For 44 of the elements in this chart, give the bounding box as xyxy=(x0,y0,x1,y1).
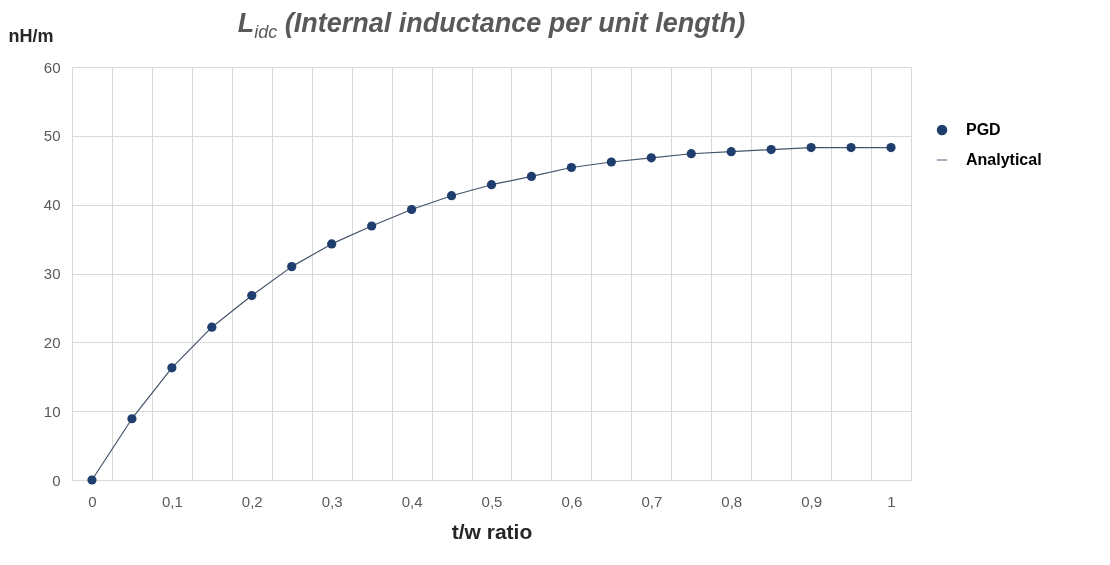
point xyxy=(886,142,896,153)
point xyxy=(646,153,656,163)
point xyxy=(766,145,776,155)
point xyxy=(367,221,377,231)
point xyxy=(606,157,616,167)
point xyxy=(526,171,537,182)
y-tick-label: 0 xyxy=(52,471,61,489)
legend-label: PGD xyxy=(966,121,1001,138)
x-axis-title: t/w ratio xyxy=(451,519,533,543)
y-tick-label: 50 xyxy=(43,127,61,145)
y-axis-title: nH/m xyxy=(8,25,54,46)
point xyxy=(486,180,497,190)
y-tick-label: 10 xyxy=(43,402,61,420)
y-tick-label: 60 xyxy=(43,58,61,76)
x-tick-label: 0,7 xyxy=(641,492,663,510)
x-tick-label: 0,6 xyxy=(561,492,583,510)
point xyxy=(247,290,257,301)
point xyxy=(167,363,177,373)
x-tick-label: 0,5 xyxy=(481,492,503,510)
x-tick-label: 0 xyxy=(88,492,97,510)
y-tick-label: 30 xyxy=(43,265,61,282)
point xyxy=(446,191,457,201)
point xyxy=(127,414,137,424)
x-tick-label: 0,2 xyxy=(241,492,263,510)
point xyxy=(87,475,97,485)
x-tick-label: 0,8 xyxy=(721,492,743,510)
point xyxy=(726,147,736,157)
x-tick-label: 0,1 xyxy=(161,492,183,510)
y-tick-label: 20 xyxy=(43,333,61,351)
point xyxy=(327,239,337,249)
point xyxy=(207,322,217,332)
point xyxy=(806,142,816,153)
x-tick-label: 0,4 xyxy=(401,492,423,510)
point xyxy=(566,162,577,173)
point xyxy=(846,142,856,153)
x-tick-label: 0,9 xyxy=(801,492,823,510)
x-tick-label: 1 xyxy=(887,492,896,510)
point xyxy=(406,204,417,215)
y-tick-label: 40 xyxy=(43,196,61,214)
x-tick-label: 0,3 xyxy=(321,492,343,510)
point xyxy=(686,149,696,159)
point xyxy=(287,262,297,272)
chart-title: L$_{idc}$ (Internal inductance per unit length) xyxy=(236,8,747,44)
legend-label: Analytical xyxy=(966,151,1042,168)
